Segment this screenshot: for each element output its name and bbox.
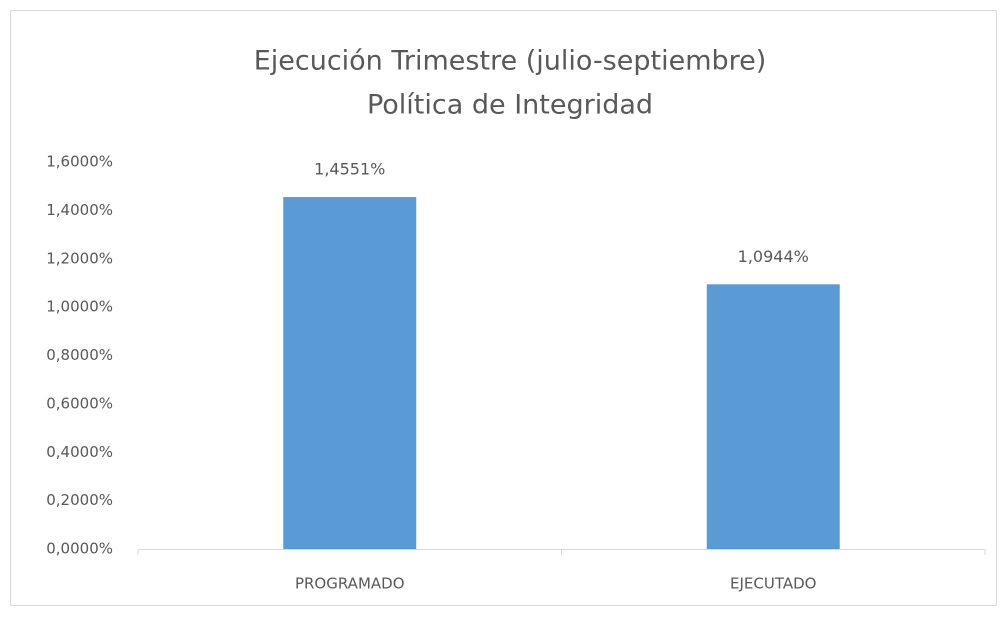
y-tick-label: 0,4000% xyxy=(46,443,113,461)
data-label: 1,0944% xyxy=(738,247,809,266)
chart-subtitle: Política de Integridad xyxy=(367,90,653,121)
chart-title: Ejecución Trimestre (julio-septiembre) xyxy=(254,46,767,77)
x-tick-label: EJECUTADO xyxy=(730,575,816,593)
data-label: 1,4551% xyxy=(314,160,385,179)
y-tick-label: 0,6000% xyxy=(46,394,113,412)
y-tick-label: 1,6000% xyxy=(46,153,113,171)
y-tick-label: 0,8000% xyxy=(46,346,113,364)
bar xyxy=(706,284,840,549)
bar xyxy=(283,197,417,550)
y-tick-label: 1,2000% xyxy=(46,249,113,267)
x-tick-label: PROGRAMADO xyxy=(295,575,405,593)
y-tick-label: 0,0000% xyxy=(46,540,113,558)
y-tick-label: 0,2000% xyxy=(46,491,113,509)
y-tick-label: 1,4000% xyxy=(46,201,113,219)
y-tick-label: 1,0000% xyxy=(46,298,113,316)
